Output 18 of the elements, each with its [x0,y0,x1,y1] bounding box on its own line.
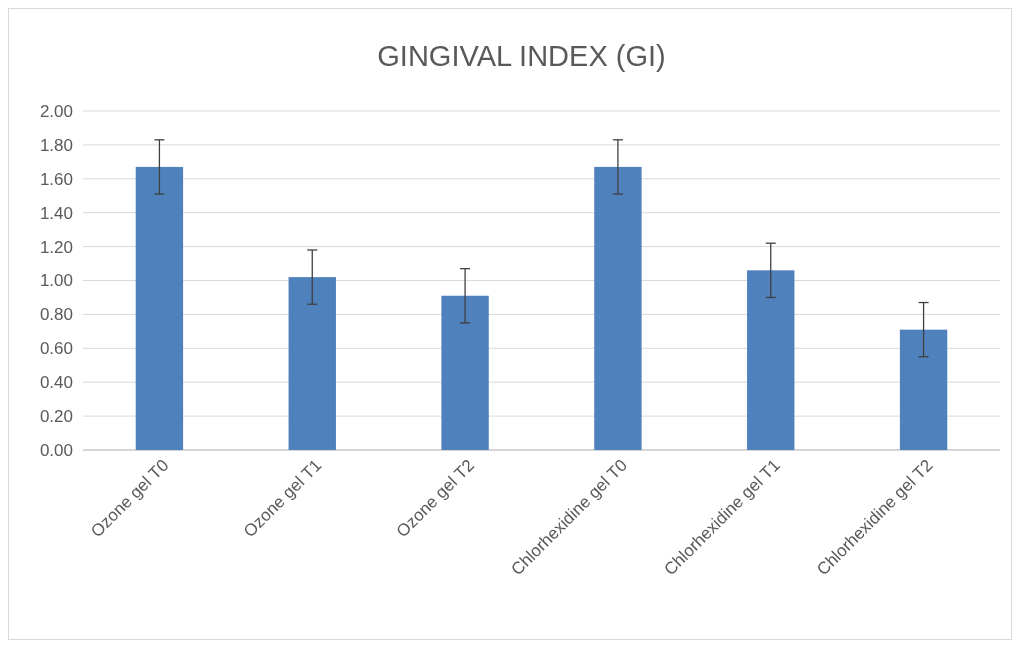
bar [288,277,336,450]
y-tick-label: 1.00 [39,271,73,291]
y-tick-label: 0.40 [39,373,73,393]
y-tick-label: 0.80 [39,305,73,325]
bar [899,329,948,450]
y-tick-label: 1.80 [39,135,73,155]
y-tick-label: 1.60 [39,169,73,189]
bar [441,295,489,450]
bar [747,270,795,450]
y-tick-label: 0.00 [39,440,73,460]
bar [135,166,184,450]
y-tick-label: 2.00 [39,101,73,121]
y-tick-label: 1.40 [39,203,73,223]
bar [594,166,642,450]
chart-title: GINGIVAL INDEX (GI) [377,40,666,72]
y-tick-label: 1.20 [39,237,73,257]
y-tick-label: 0.20 [39,407,73,427]
y-tick-label: 0.60 [39,339,73,359]
